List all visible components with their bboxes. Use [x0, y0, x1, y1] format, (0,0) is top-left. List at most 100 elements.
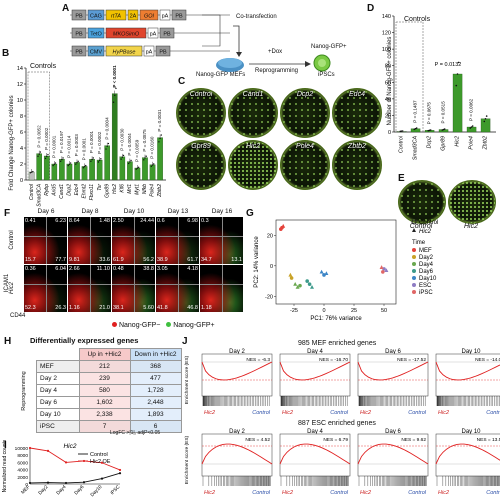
gsea-left-label: Hic2: [282, 410, 293, 416]
panel-d-label: D: [367, 3, 375, 14]
quadrant-percent: 3.05: [157, 266, 168, 272]
g-y-tick-label: 0: [270, 264, 273, 270]
panel-d-controls-label: Controls: [404, 16, 431, 23]
b-category-label: Fbxo11: [89, 184, 95, 201]
quadrant-vline: [45, 217, 46, 264]
quadrant-percent: 4.18: [187, 266, 198, 272]
construct-label: CAG: [90, 14, 102, 20]
culture-plate: [398, 180, 446, 224]
legend-control-marker: [411, 219, 417, 225]
flow-day-label: Day 13: [167, 208, 189, 215]
deg-up: 580: [78, 384, 131, 397]
d-category-label: Gpr89: [441, 136, 447, 151]
quadrant-hline: [112, 235, 155, 237]
b-point: [115, 87, 117, 90]
panel-f-xlabel: CD44: [10, 313, 26, 319]
panel-f-label: F: [4, 208, 11, 219]
b-point: [144, 157, 146, 159]
construct-label: GOI: [144, 14, 155, 20]
legend-pos-dot: [166, 322, 172, 327]
i-x-tick-label: Day4: [55, 484, 67, 496]
b-category-label: Myt1: [135, 184, 141, 195]
pca-point-hic2: [319, 269, 324, 274]
b-point: [76, 162, 78, 164]
g-x-tick-label: 25: [351, 308, 357, 314]
gsea-barcode: [202, 396, 270, 406]
deg-down: 1,728: [129, 384, 182, 397]
i-legend-label: Control: [90, 452, 108, 458]
construct-element: [105, 9, 127, 21]
colony-dots: [281, 89, 329, 137]
b-point: [158, 141, 160, 143]
quadrant-vline: [221, 265, 222, 312]
colony-dots: [229, 89, 277, 137]
colony-dots: [333, 141, 381, 189]
d-point: [471, 125, 474, 127]
legend-time-label: Day2: [419, 255, 434, 261]
panel-e-plates: Control Hic2: [398, 180, 496, 232]
g-frame: [275, 219, 397, 305]
construct-element: [105, 27, 147, 39]
b-point: [67, 164, 69, 167]
b-point: [160, 134, 162, 136]
b-bar: [89, 159, 95, 181]
plate-caption: Control: [409, 223, 433, 230]
d-category-label: Zbtb2: [483, 136, 489, 151]
b-category-label: Control: [29, 183, 35, 200]
b-point: [114, 94, 116, 97]
gsea-right-label: Control: [330, 410, 349, 416]
b-point: [100, 158, 102, 160]
flow-day-label: Day 8: [81, 208, 99, 215]
quadrant-percent: 26.3: [55, 305, 66, 311]
quadrant-percent: 0.48: [113, 266, 124, 272]
gsea-nes: NES = 6.79: [323, 437, 348, 443]
i-point: [28, 446, 32, 450]
flow-plot: 2.50 24.44 61.9 56.2: [112, 217, 155, 264]
b-category-label: Tsr: [97, 184, 103, 191]
quadrant-percent: 6.23: [55, 218, 66, 224]
d-pvalue: P = 0.0062: [469, 98, 474, 121]
i-y-tick-label: 0: [25, 482, 28, 488]
b-point: [143, 159, 145, 161]
deg-up: 239: [78, 372, 131, 385]
b-point: [130, 159, 132, 162]
panel-d-ylabel: Number of Nanog-GFP+ colonies: [387, 36, 393, 126]
quadrant-percent: 1.16: [69, 305, 80, 311]
plate-label: Control: [189, 91, 213, 98]
d-point: [427, 129, 430, 132]
colony-dots: [399, 181, 445, 223]
deg-sample: Day 10: [36, 408, 80, 421]
gsea-day-label: Day 2: [229, 429, 245, 435]
construct-label: 2A: [130, 14, 137, 20]
quadrant-percent: 77.7: [55, 257, 66, 263]
quadrant-hline: [156, 235, 199, 237]
colony-dots: [449, 181, 495, 223]
b-category-label: Arid5: [51, 184, 57, 197]
plate-label: Hic2: [245, 143, 260, 150]
construct-label: PB: [175, 14, 183, 20]
col-up-header: Up in +Hic2: [78, 348, 131, 361]
gsea-left-label: Hic2: [204, 490, 215, 496]
gsea-barcode: [202, 476, 271, 486]
gsea-barcode: [280, 396, 348, 406]
i-x-tick-label: MEF: [20, 484, 31, 495]
panel-g-label: G: [246, 208, 254, 219]
gsea-left-label: Hic2: [204, 410, 215, 416]
culture-plate: Zbtb2: [332, 140, 382, 190]
quadrant-hline: [24, 283, 67, 285]
cotransfection-label: Co-transfection: [236, 14, 277, 20]
b-point: [150, 165, 153, 168]
b-point: [153, 163, 155, 165]
flow-plot: 0.41 6.23 15.7 77.7: [24, 217, 67, 264]
b-category-label: Hic2: [112, 184, 118, 194]
b-pvalue: P = 0.0875: [142, 129, 147, 152]
plate-label: Pole4: [296, 143, 314, 150]
panel-c-label: C: [178, 76, 186, 87]
gsea-right-label: Control: [252, 490, 271, 496]
construct-label: pA: [162, 14, 169, 20]
legend-time-marker: [412, 283, 416, 287]
legend-time-label: iPSC: [419, 290, 433, 296]
pca-point-hic2: [281, 223, 286, 228]
flow-day-label: Day 16: [211, 208, 233, 215]
gsea-right-label: Control: [486, 490, 500, 496]
